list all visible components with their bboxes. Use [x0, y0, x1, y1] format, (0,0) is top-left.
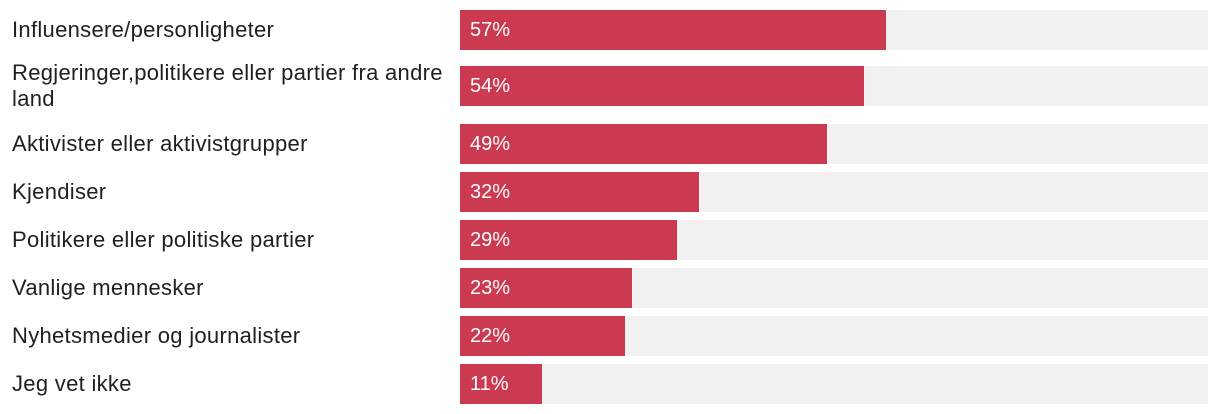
- bar: [460, 172, 700, 212]
- bar-value-label: 23%: [470, 276, 511, 299]
- category-label: Regjeringer,politikere eller partier fra…: [12, 60, 443, 111]
- bar-value-label: 11%: [470, 372, 509, 395]
- category-label: Kjendiser: [12, 179, 107, 204]
- bar: [460, 316, 625, 356]
- bar: [460, 66, 864, 106]
- category-label: Politikere eller politiske partier: [12, 227, 315, 252]
- bar-value-label: 49%: [470, 132, 511, 155]
- bar-value-label: 54%: [470, 74, 511, 97]
- bar: [460, 268, 633, 308]
- category-label: Vanlige mennesker: [12, 275, 204, 300]
- bar: [460, 220, 677, 260]
- bar: [460, 124, 827, 164]
- category-label: Nyhetsmedier og journalister: [12, 323, 301, 348]
- bar-value-label: 22%: [470, 324, 511, 347]
- bar-value-label: 29%: [470, 228, 511, 251]
- bar-value-label: 57%: [470, 18, 511, 41]
- category-label: Aktivister eller aktivistgrupper: [12, 131, 308, 156]
- bar: [460, 10, 887, 50]
- bar-track: [460, 364, 1208, 404]
- bar: [460, 364, 543, 404]
- category-label: Influensere/personligheter: [12, 17, 275, 42]
- bar-value-label: 32%: [470, 180, 511, 203]
- category-label: Jeg vet ikke: [12, 371, 132, 396]
